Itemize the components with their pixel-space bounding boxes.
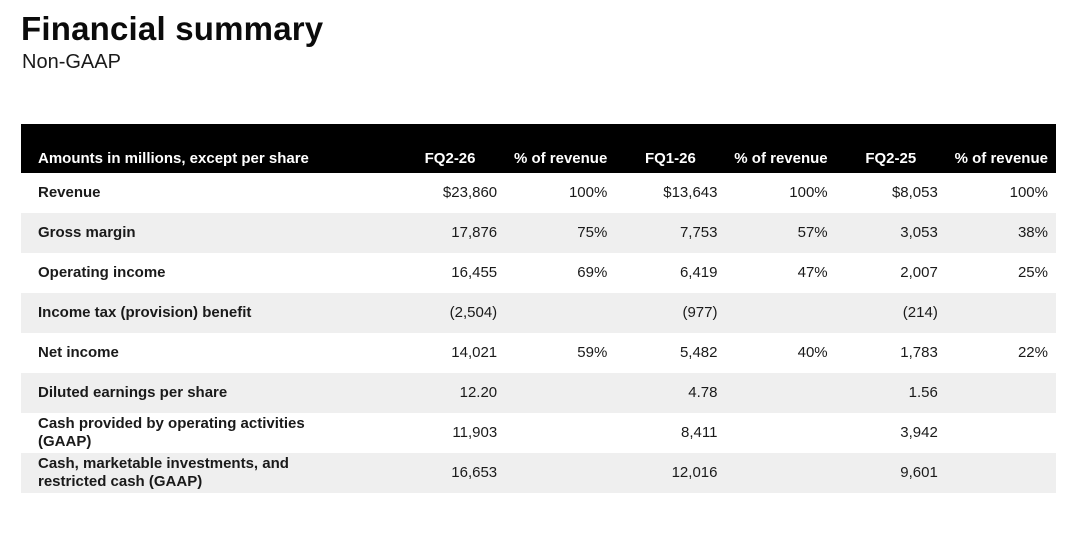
row-label: Revenue xyxy=(21,184,395,202)
row-label: Cash provided by operating activities (G… xyxy=(21,415,395,451)
header-amounts-label: Amounts in millions, except per share xyxy=(38,150,309,167)
header-period: FQ1-26 xyxy=(644,150,696,167)
table-row: Gross margin 17,876 75% 7,753 57% 3,053 38% xyxy=(21,213,1056,253)
cell-amount: $23,860 xyxy=(442,184,498,201)
cell-amount: 5,482 xyxy=(679,344,718,361)
table-row: Cash provided by operating activities (G… xyxy=(21,413,1056,453)
row-label: Net income xyxy=(21,344,395,362)
cell-amount: 2,007 xyxy=(900,264,938,281)
cell-amount: (2,504) xyxy=(449,304,498,321)
header-period: FQ2-26 xyxy=(424,150,476,167)
cell-amount: 12,016 xyxy=(671,464,718,481)
cell-amount: 3,053 xyxy=(900,224,938,241)
row-label-text: Diluted earnings per share xyxy=(38,384,228,401)
row-label-text: Revenue xyxy=(38,184,101,201)
financial-summary-table: Amounts in millions, except per share FQ… xyxy=(21,124,1056,493)
cell-amount: 6,419 xyxy=(679,264,718,281)
cell-amount: 12.20 xyxy=(459,384,498,401)
cell-pct-of-revenue: 100% xyxy=(1009,184,1048,201)
cell-amount: 9,601 xyxy=(900,464,938,481)
cell-amount: (214) xyxy=(902,304,938,321)
cell-pct-of-revenue: 22% xyxy=(1017,344,1048,361)
cell-pct-of-revenue: 47% xyxy=(797,264,828,281)
row-label-text: Income tax (provision) benefit xyxy=(38,304,252,321)
cell-amount: $8,053 xyxy=(891,184,938,201)
row-label-text: Net income xyxy=(38,344,119,361)
cell-amount: 16,455 xyxy=(451,264,498,281)
cell-amount: 16,653 xyxy=(451,464,498,481)
row-label-text: Cash, marketable investments, and restri… xyxy=(38,455,289,490)
table-row: Income tax (provision) benefit (2,504) (97… xyxy=(21,293,1056,333)
table-row: Revenue $23,860 100% $13,643 100% $8,053 100% xyxy=(21,173,1056,213)
cell-amount: 4.78 xyxy=(688,384,718,401)
table-row: Cash, marketable investments, and restri… xyxy=(21,453,1056,493)
table-row: Diluted earnings per share 12.20 4.78 1.56 xyxy=(21,373,1056,413)
cell-amount: 7,753 xyxy=(679,224,718,241)
header-pct-of-revenue: % of revenue xyxy=(513,150,608,167)
cell-pct-of-revenue: 25% xyxy=(1017,264,1048,281)
header-period: FQ2-25 xyxy=(865,150,917,167)
cell-pct-of-revenue: 100% xyxy=(789,184,828,201)
cell-amount: 11,903 xyxy=(452,424,498,441)
cell-amount: 3,942 xyxy=(900,424,938,441)
cell-amount: 17,876 xyxy=(451,224,498,241)
row-label: Operating income xyxy=(21,264,395,282)
page-subtitle: Non-GAAP xyxy=(22,51,121,73)
cell-pct-of-revenue: 75% xyxy=(577,224,608,241)
row-label-text: Operating income xyxy=(38,264,166,281)
table-row: Operating income 16,455 69% 6,419 47% 2,007 25… xyxy=(21,253,1056,293)
cell-pct-of-revenue: 38% xyxy=(1017,224,1048,241)
row-label: Gross margin xyxy=(21,224,395,242)
cell-amount: 1.56 xyxy=(908,384,938,401)
row-label-text: Gross margin xyxy=(38,224,136,241)
row-label: Income tax (provision) benefit xyxy=(21,304,395,322)
cell-pct-of-revenue: 57% xyxy=(797,224,828,241)
page-title: Financial summary xyxy=(21,10,324,47)
cell-amount: $13,643 xyxy=(663,184,718,201)
cell-pct-of-revenue: 40% xyxy=(797,344,828,361)
cell-amount: (977) xyxy=(682,304,718,321)
row-label-text: Cash provided by operating activities (G… xyxy=(38,415,305,450)
table-body: Revenue $23,860 100% $13,643 100% $8,053 100% G… xyxy=(21,173,1056,493)
cell-amount: 14,021 xyxy=(451,344,498,361)
table-row: Net income 14,021 59% 5,482 40% 1,783 22% xyxy=(21,333,1056,373)
table-header-row: Amounts in millions, except per share FQ… xyxy=(21,124,1056,173)
header-pct-of-revenue: % of revenue xyxy=(954,150,1048,167)
cell-pct-of-revenue: 100% xyxy=(568,184,608,201)
cell-pct-of-revenue: 59% xyxy=(577,344,608,361)
cell-pct-of-revenue: 69% xyxy=(577,264,608,281)
cell-amount: 8,411 xyxy=(681,424,718,441)
cell-amount: 1,783 xyxy=(900,344,938,361)
row-label: Diluted earnings per share xyxy=(21,384,395,402)
row-label: Cash, marketable investments, and restri… xyxy=(21,455,395,491)
header-pct-of-revenue: % of revenue xyxy=(734,150,828,167)
